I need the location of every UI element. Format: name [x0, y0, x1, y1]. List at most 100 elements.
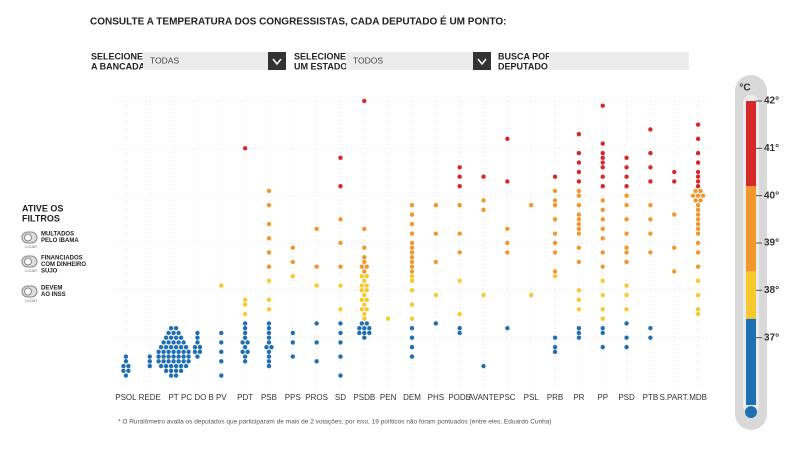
- deputy-dot: [266, 278, 272, 284]
- deputy-dot: [600, 344, 605, 350]
- deputy-dot: [367, 330, 372, 336]
- deputy-dot: [362, 330, 367, 336]
- deputy-dot: [552, 202, 558, 208]
- deputy-dot: [600, 236, 605, 241]
- deputy-dot: [433, 231, 439, 236]
- deputy-dot: [457, 202, 462, 208]
- search-input[interactable]: [549, 52, 689, 70]
- x-tick-label: PDT: [237, 393, 253, 402]
- deputy-dot: [576, 335, 582, 340]
- deputy-dot: [700, 193, 706, 198]
- deputy-dot: [197, 344, 203, 350]
- deputy-dot: [242, 297, 248, 302]
- deputy-dot: [624, 335, 629, 340]
- deputy-dot: [624, 202, 629, 208]
- deputy-dot: [314, 264, 319, 269]
- deputy-dot: [409, 335, 415, 340]
- deputy-dot: [576, 259, 582, 265]
- deputy-dot: [219, 340, 224, 345]
- deputy-dot: [624, 231, 629, 236]
- deputy-dot: [266, 297, 272, 302]
- toggle-knob: [24, 257, 32, 266]
- deputy-dot: [181, 349, 186, 355]
- filters-title: ATIVE OS: [22, 203, 63, 213]
- deputy-dot: [166, 330, 171, 336]
- deputy-dot: [695, 226, 701, 231]
- deputy-dot: [529, 202, 534, 208]
- deputy-dot: [178, 335, 184, 340]
- deputy-dot: [168, 326, 174, 331]
- deputy-dot: [121, 368, 126, 373]
- deputy-dot: [266, 236, 272, 241]
- deputy-dot: [624, 193, 629, 198]
- deputy-dot: [576, 217, 582, 222]
- deputy-dot: [161, 359, 166, 364]
- deputy-dot: [690, 193, 696, 198]
- thermometer-band: [746, 101, 756, 187]
- deputy-dot: [505, 179, 510, 184]
- deputy-dot: [552, 188, 558, 194]
- deputy-dot: [195, 354, 200, 359]
- deputy-dot: [576, 226, 582, 231]
- deputy-dot: [695, 292, 701, 298]
- deputy-dot: [166, 359, 171, 364]
- deputy-dot: [266, 307, 272, 312]
- thermometer-bulb: [745, 406, 757, 418]
- dropdown-button[interactable]: [473, 52, 491, 70]
- deputy-dot: [156, 354, 161, 359]
- deputy-dot: [126, 368, 131, 373]
- deputy-dot: [197, 349, 203, 355]
- deputy-dot: [338, 354, 343, 359]
- deputy-dot: [624, 155, 629, 160]
- party-select[interactable]: [143, 52, 286, 70]
- deputy-dot: [693, 188, 698, 194]
- deputy-dot: [409, 250, 415, 255]
- unit-label: °C: [739, 83, 750, 94]
- state-select[interactable]: [346, 52, 491, 70]
- deputy-dot: [409, 278, 415, 284]
- deputy-dot: [409, 264, 415, 269]
- deputy-dot: [552, 344, 558, 350]
- deputy-dot: [624, 321, 629, 326]
- deputy-dot: [173, 363, 179, 369]
- deputy-dot: [245, 340, 250, 345]
- x-tick-label: PTB: [643, 393, 659, 402]
- deputy-dot: [672, 269, 677, 274]
- filter-label: DEVEM: [41, 286, 62, 292]
- deputy-dot: [624, 259, 629, 265]
- deputy-dot: [240, 340, 245, 345]
- deputy-dot: [242, 311, 248, 317]
- dropdown-button[interactable]: [268, 52, 286, 70]
- deputy-dot: [168, 363, 174, 369]
- deputy-dot: [364, 283, 370, 288]
- deputy-dot: [600, 207, 605, 213]
- deputy-dot: [290, 354, 295, 359]
- x-tick-label: PSC: [499, 393, 516, 402]
- deputy-dot: [195, 330, 200, 336]
- deputy-dot: [576, 231, 582, 236]
- deputy-dot: [183, 363, 189, 369]
- deputy-dot: [158, 363, 164, 369]
- deputy-dot: [695, 212, 701, 217]
- deputy-dot: [242, 354, 248, 359]
- deputy-dot: [195, 340, 200, 345]
- deputy-dot: [552, 174, 558, 179]
- deputy-dot: [290, 245, 295, 250]
- deputy-dot: [695, 174, 701, 179]
- deputy-dot: [457, 330, 462, 336]
- deputy-dot: [186, 349, 191, 355]
- deputy-dot: [176, 354, 181, 359]
- deputy-dot: [166, 340, 171, 345]
- deputy-dot: [195, 335, 200, 340]
- deputy-dot: [173, 326, 179, 331]
- deputy-dot: [266, 250, 272, 255]
- deputy-dot: [695, 307, 701, 312]
- deputy-dot: [600, 184, 605, 189]
- deputy-dot: [457, 311, 462, 317]
- deputy-dot: [505, 250, 510, 255]
- deputy-dot: [576, 179, 582, 184]
- deputy-dot: [409, 259, 415, 265]
- deputy-dot: [163, 368, 169, 373]
- deputy-dot: [576, 188, 582, 194]
